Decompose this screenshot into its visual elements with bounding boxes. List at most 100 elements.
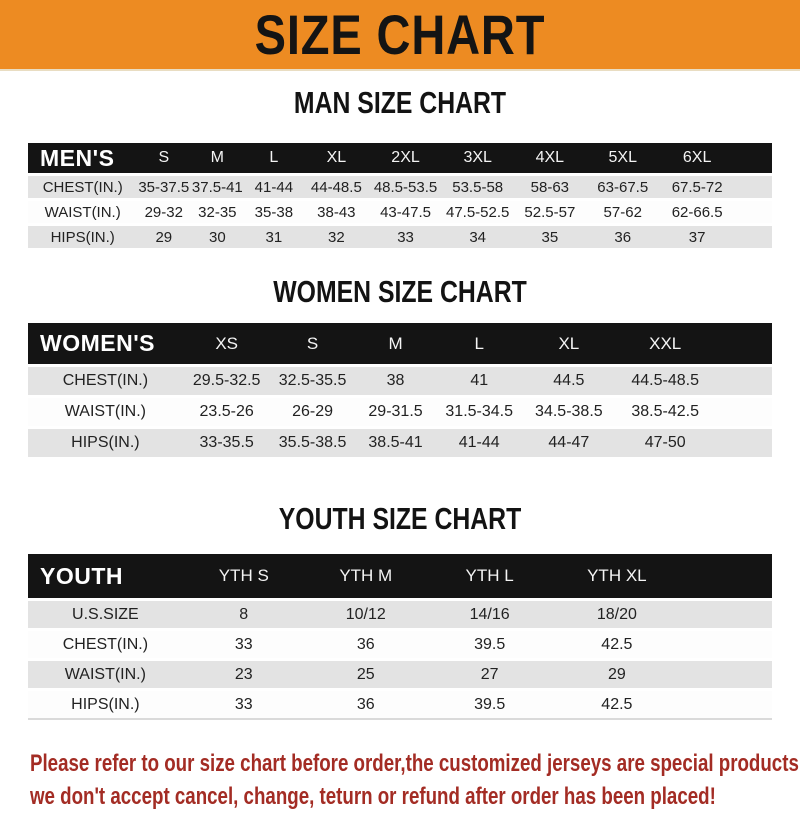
size-cell: 37 [659,226,735,248]
row-spacer-cell [734,226,772,248]
size-cell: 35-38 [244,201,304,223]
row-spacer-cell [681,661,772,688]
column-header: YTH S [182,554,305,598]
table-row: WAIST(IN.) 23 25 27 29 [28,661,772,688]
row-label: HIPS(IN.) [28,226,138,248]
row-spacer-cell [734,176,772,198]
size-cell: 33-35.5 [182,429,271,457]
table-row: HIPS(IN.) 29 30 31 32 33 34 35 36 37 [28,226,772,248]
size-cell: 62-66.5 [659,201,735,223]
size-cell: 33 [369,226,442,248]
row-label: CHEST(IN.) [28,176,138,198]
size-cell: 41 [436,367,522,395]
size-cell: 29-32 [137,201,191,223]
table-row: CHEST(IN.) 33 36 39.5 42.5 [28,631,772,658]
column-header: XL [303,143,370,173]
size-cell: 43-47.5 [369,201,442,223]
size-cell: 34.5-38.5 [521,398,616,426]
row-label: CHEST(IN.) [28,631,183,658]
column-header: M [190,143,245,173]
size-cell: 29 [552,661,682,688]
women-section-heading: WOMEN SIZE CHART [273,274,527,309]
youth-size-table: YOUTH YTH S YTH M YTH L YTH XL U.S.SIZE 8 10/12… [28,551,772,723]
column-header: L [436,323,522,364]
column-header: S [270,323,355,364]
column-header: L [244,143,304,173]
column-header: XL [521,323,616,364]
table-row: U.S.SIZE 8 10/12 14/16 18/20 [28,601,772,628]
mens-table-wrapper: MEN'S S M L XL 2XL 3XL 4XL 5XL 6XL CHEST(IN.) 35-37… [28,140,772,251]
row-spacer-cell [714,367,772,395]
banner-title: SIZE CHART [254,2,546,66]
size-cell: 53.5-58 [441,176,514,198]
column-header: YTH L [426,554,553,598]
column-header: 3XL [441,143,514,173]
disclaimer-line-2: we don't accept cancel, change, teturn o… [30,783,716,810]
row-label: U.S.SIZE [28,601,183,628]
size-cell: 39.5 [426,691,553,720]
size-cell: 52.5-57 [513,201,586,223]
size-cell: 8 [182,601,305,628]
column-header: 4XL [513,143,586,173]
size-cell: 29-31.5 [354,398,437,426]
row-spacer-cell [714,398,772,426]
header-row: WOMEN'S XS S M L XL XXL [28,323,772,364]
row-label: CHEST(IN.) [28,367,183,395]
column-header: 2XL [369,143,442,173]
size-cell: 38-43 [303,201,370,223]
table-title-cell: WOMEN'S [28,323,183,364]
column-header: YTH XL [552,554,682,598]
disclaimer: Please refer to our size chart before or… [30,747,800,813]
header-row: MEN'S S M L XL 2XL 3XL 4XL 5XL 6XL [28,143,772,173]
size-cell: 33 [182,691,305,720]
size-cell: 35.5-38.5 [270,429,355,457]
size-cell: 44.5 [521,367,616,395]
column-header: 5XL [585,143,660,173]
size-cell: 37.5-41 [190,176,245,198]
mens-size-table: MEN'S S M L XL 2XL 3XL 4XL 5XL 6XL CHEST(IN.) 35-37… [28,140,772,251]
womens-table-wrapper: WOMEN'S XS S M L XL XXL CHEST(IN.) 29.5-32.5 32.5… [28,320,772,460]
size-cell: 38 [354,367,437,395]
column-header: 6XL [659,143,735,173]
size-cell: 36 [304,631,427,658]
disclaimer-line-1: Please refer to our size chart before or… [30,750,800,777]
header-spacer-cell [681,554,772,598]
size-cell: 67.5-72 [659,176,735,198]
size-chart-banner: SIZE CHART [0,0,800,71]
column-header: XXL [615,323,715,364]
size-cell: 44-48.5 [303,176,370,198]
table-row: HIPS(IN.) 33-35.5 35.5-38.5 38.5-41 41-44 44-… [28,429,772,457]
size-cell: 33 [182,631,305,658]
size-cell: 36 [585,226,660,248]
size-cell: 32.5-35.5 [270,367,355,395]
size-cell: 29.5-32.5 [182,367,271,395]
size-cell: 38.5-41 [354,429,437,457]
size-cell: 42.5 [552,691,682,720]
row-label: HIPS(IN.) [28,429,183,457]
table-row: CHEST(IN.) 29.5-32.5 32.5-35.5 38 41 44.5 44.5… [28,367,772,395]
size-cell: 34 [441,226,514,248]
size-cell: 31.5-34.5 [436,398,522,426]
row-spacer-cell [734,201,772,223]
table-row: WAIST(IN.) 23.5-26 26-29 29-31.5 31.5-34.5 34… [28,398,772,426]
size-cell: 32 [303,226,370,248]
size-cell: 48.5-53.5 [369,176,442,198]
size-cell: 47-50 [615,429,715,457]
row-spacer-cell [681,691,772,720]
table-row: HIPS(IN.) 33 36 39.5 42.5 [28,691,772,720]
size-cell: 35 [513,226,586,248]
header-spacer-cell [734,143,772,173]
table-row: WAIST(IN.) 29-32 32-35 35-38 38-43 43-47.5 47.… [28,201,772,223]
header-row: YOUTH YTH S YTH M YTH L YTH XL [28,554,772,598]
size-cell: 23.5-26 [182,398,271,426]
size-cell: 63-67.5 [585,176,660,198]
man-section-heading: MAN SIZE CHART [293,85,507,120]
size-cell: 29 [137,226,191,248]
youth-table-wrapper: YOUTH YTH S YTH M YTH L YTH XL U.S.SIZE 8 10/12… [28,551,772,723]
size-cell: 25 [304,661,427,688]
size-cell: 38.5-42.5 [615,398,715,426]
row-label: WAIST(IN.) [28,398,183,426]
size-cell: 44-47 [521,429,616,457]
row-label: HIPS(IN.) [28,691,183,720]
youth-section-heading: YOUTH SIZE CHART [278,501,522,536]
